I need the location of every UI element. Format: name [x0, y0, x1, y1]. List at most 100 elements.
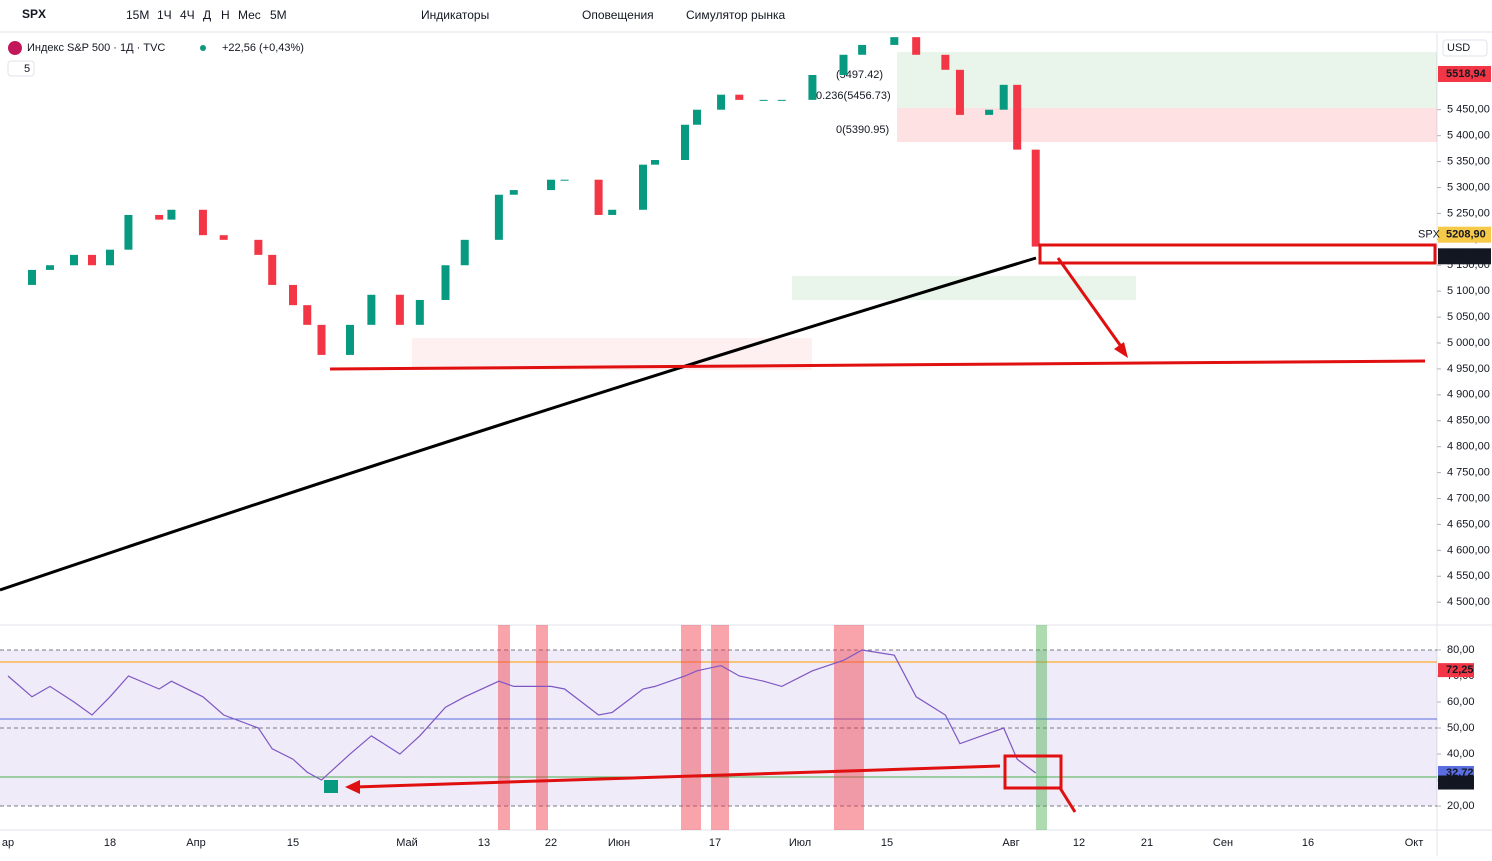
price-tag: SPX [1418, 229, 1441, 241]
candle [167, 209, 176, 220]
candle [198, 209, 207, 236]
y-tick-label: 4 550,00 [1447, 570, 1490, 582]
replay-button[interactable]: Симулятор рынка [686, 8, 785, 22]
candle [219, 235, 228, 240]
candle [985, 109, 994, 115]
legend-title: Индекс S&P 500 · 1Д · TVC [27, 42, 165, 54]
candle [999, 84, 1008, 110]
level-label: 29,05 [1446, 776, 1474, 788]
candle [735, 94, 744, 100]
x-tick-label: 17 [709, 837, 721, 849]
y-tick-label: 40,00 [1447, 748, 1475, 760]
y-tick-label: 4 800,00 [1447, 441, 1490, 453]
interval[interactable]: Д [203, 8, 211, 22]
support-line [329, 359, 1426, 371]
arrow-head [1114, 342, 1128, 358]
candle [608, 209, 617, 215]
candle [460, 239, 469, 266]
x-tick-label: Окт [1405, 837, 1424, 849]
legend-count: 5 [24, 63, 30, 75]
candle [681, 124, 689, 161]
marks [7, 37, 1040, 781]
candle [547, 179, 555, 191]
main-pane [0, 33, 1437, 625]
x-tick-label: Май [396, 837, 418, 849]
candle [693, 109, 701, 125]
x-tick-label: 13 [478, 837, 490, 849]
y-tick-label: 4 850,00 [1447, 415, 1490, 427]
candle [268, 254, 277, 285]
candle [289, 284, 297, 306]
y-tick-label: 5 000,00 [1447, 337, 1490, 349]
candle [955, 69, 964, 115]
price-label-bg [1438, 226, 1491, 243]
candle [777, 99, 786, 101]
indicators-button[interactable]: Индикаторы [421, 8, 489, 22]
candle [124, 214, 133, 250]
interval[interactable]: 1Ч [157, 8, 172, 22]
level-label-bg [1438, 775, 1474, 790]
level-label: 72,25 [1446, 664, 1474, 676]
candle [839, 54, 848, 75]
y-tick-label: 4 750,00 [1447, 466, 1490, 478]
candle [155, 214, 164, 220]
symbol[interactable]: SPX [22, 7, 46, 21]
highlight-box [1003, 754, 1063, 790]
toolbar-bg [0, 0, 1492, 32]
candle [303, 305, 312, 325]
y-tick-label: 80,00 [1447, 644, 1475, 656]
price-label: 5518,94 [1446, 68, 1487, 80]
price-label-bg [1438, 248, 1491, 265]
interval[interactable]: 4Ч [180, 8, 195, 22]
trend-line [0, 256, 1037, 592]
candle [858, 44, 867, 55]
y-tick-label: 4 700,00 [1447, 492, 1490, 504]
x-tick-label: 12 [1073, 837, 1085, 849]
price-label-bg [1438, 65, 1491, 82]
x-tick-label: 18 [104, 837, 116, 849]
y-tick-label: 60,00 [1447, 696, 1475, 708]
x-tick-label: ар [2, 837, 14, 849]
y-tick-label: 5 250,00 [1447, 207, 1490, 219]
x-tick-label: 15 [881, 837, 893, 849]
fib-zones [412, 52, 1437, 370]
candle [651, 160, 659, 165]
x-tick-label: 22 [545, 837, 557, 849]
collapse-button[interactable] [7, 60, 35, 77]
rsi-highlights [498, 625, 1047, 830]
y-tick-label: 5 350,00 [1447, 155, 1490, 167]
y-tick-label: 5 100,00 [1447, 285, 1490, 297]
interval[interactable]: 15М [126, 8, 149, 22]
candle [941, 54, 950, 70]
y-tick-label: 4 950,00 [1447, 363, 1490, 375]
candle [560, 179, 569, 181]
fib-label: 0.236(5456.73) [816, 90, 891, 102]
x-tick-label: Сен [1213, 837, 1233, 849]
candle [808, 74, 817, 100]
price-label: 5208,90 [1446, 229, 1486, 241]
candle [1031, 149, 1040, 247]
candle [46, 265, 54, 270]
interval[interactable]: 5М [270, 8, 287, 22]
candle [717, 94, 726, 110]
y-tick-label: 4 500,00 [1447, 596, 1490, 608]
interval[interactable]: Мес [238, 8, 261, 22]
x-tick-label: Авг [1002, 837, 1019, 849]
y-tick-label: 4 900,00 [1447, 389, 1490, 401]
currency-button[interactable] [1442, 39, 1488, 57]
y-tick-label: 4 650,00 [1447, 518, 1490, 530]
interval[interactable]: Н [221, 8, 230, 22]
y-tick-label: 20,00 [1447, 800, 1475, 812]
candle [395, 294, 404, 325]
candle [88, 254, 96, 266]
price-label: 5167,23 [1446, 250, 1486, 262]
intervals: 15М 1Ч 4Ч Д Н Мес 5М [126, 8, 287, 22]
candle [494, 194, 503, 240]
candle [70, 254, 78, 266]
candle [254, 239, 263, 255]
arrow-head [345, 780, 360, 794]
alerts-button[interactable]: Оповещения [582, 8, 654, 22]
candle [594, 179, 603, 215]
